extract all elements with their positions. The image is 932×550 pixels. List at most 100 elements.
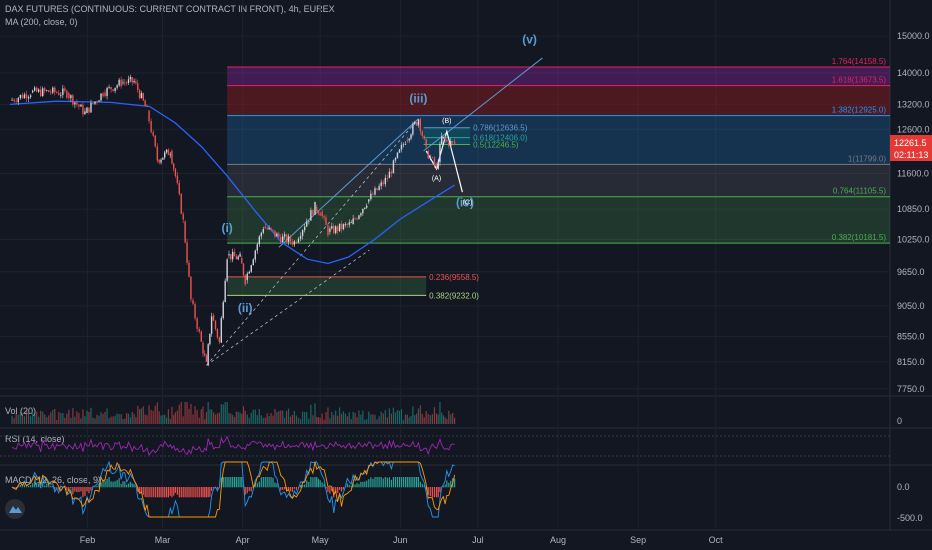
macd-hist-bar xyxy=(19,484,21,488)
x-tick-label: Apr xyxy=(236,535,250,545)
volume-bar xyxy=(27,412,30,424)
macd-hist-bar xyxy=(342,487,345,490)
macd-indicator-label[interactable]: MACD (12, 26, close, 9) xyxy=(5,475,102,485)
candle-body xyxy=(340,223,343,230)
ma-indicator-label[interactable]: MA (200, close, 0) xyxy=(5,17,78,27)
rsi-indicator-label[interactable]: RSI (14, close) xyxy=(5,434,65,444)
macd-hist-bar xyxy=(417,477,420,488)
macd-hist-bar xyxy=(232,477,234,488)
candle-body xyxy=(306,221,308,227)
volume-bar xyxy=(110,416,112,424)
macd-hist-bar xyxy=(282,487,284,490)
volume-bar xyxy=(200,409,202,424)
macd-hist-bar xyxy=(287,487,290,491)
candle-body xyxy=(423,135,425,140)
candle-body xyxy=(414,122,416,124)
macd-hist-bar xyxy=(140,487,143,492)
candle-body xyxy=(23,94,26,99)
candle-body xyxy=(435,165,438,167)
candle-body xyxy=(321,211,323,216)
symbol-title[interactable]: DAX FUTURES (CONTINUOUS: CURRENT CONTRAC… xyxy=(5,4,335,14)
macd-hist-bar xyxy=(392,477,395,488)
candle-body xyxy=(396,152,399,159)
macd-hist-bar xyxy=(180,487,182,498)
macd-hist-bar xyxy=(254,484,256,488)
macd-hist-bar xyxy=(186,487,188,498)
macd-hist-bar xyxy=(337,487,339,494)
candle-body xyxy=(256,244,258,251)
candle-body xyxy=(440,136,443,144)
candle-body xyxy=(360,213,362,216)
macd-hist-bar xyxy=(233,477,236,488)
candle-body xyxy=(218,337,221,343)
volume-bar xyxy=(38,416,40,424)
macd-hist-bar xyxy=(158,487,160,498)
volume-bar xyxy=(297,417,300,424)
volume-bar xyxy=(230,413,232,424)
vol-indicator-label[interactable]: Vol (20) xyxy=(5,406,37,416)
volume-bar xyxy=(54,408,56,424)
macd-hist-bar xyxy=(289,487,292,492)
macd-hist-bar xyxy=(310,477,312,488)
wave-label: (ii) xyxy=(238,301,253,315)
candle-body xyxy=(60,94,62,96)
volume-bar xyxy=(335,410,337,424)
macd-hist-bar xyxy=(386,477,388,488)
volume-bar xyxy=(216,413,219,424)
candle-body xyxy=(356,218,358,220)
volume-bar xyxy=(124,418,126,424)
candle-body xyxy=(331,226,333,229)
macd-hist-bar xyxy=(299,485,302,488)
volume-bar xyxy=(226,402,228,424)
fib-level-label: 0.382(10181.5) xyxy=(832,233,887,242)
volume-bar xyxy=(402,419,405,424)
candle-body xyxy=(19,94,22,99)
macd-hist-bar xyxy=(133,484,135,488)
volume-bar xyxy=(46,417,48,424)
candle-body xyxy=(31,90,34,93)
macd-hist-bar xyxy=(446,480,448,488)
candle-body xyxy=(148,110,150,122)
fib-zone xyxy=(227,196,890,244)
bar-countdown: 02:11:13 xyxy=(894,150,928,160)
macd-hist-bar xyxy=(116,480,118,488)
volume-bar xyxy=(220,404,222,424)
macd-hist-bar xyxy=(205,487,208,498)
candle-body xyxy=(374,188,376,195)
last-price-tag[interactable] xyxy=(890,135,932,161)
volume-bar xyxy=(284,417,286,424)
candle-body xyxy=(48,90,50,93)
candle-body xyxy=(17,98,19,103)
candle-body xyxy=(131,77,133,83)
candle-body xyxy=(220,317,223,343)
candle-body xyxy=(268,227,270,230)
volume-bar xyxy=(295,415,298,424)
volume-bar xyxy=(62,412,64,424)
macd-hist-bar xyxy=(102,479,104,488)
volume-bar xyxy=(321,413,323,424)
macd-hist-bar xyxy=(398,477,401,488)
macd-hist-bar xyxy=(216,487,219,489)
macd-hist-bar xyxy=(188,487,190,498)
volume-bar xyxy=(106,408,108,424)
wave-label: (A) xyxy=(432,175,441,182)
macd-hist-bar xyxy=(211,487,213,491)
volume-bar xyxy=(342,411,345,424)
grid-layer xyxy=(0,0,890,530)
macd-hist-bar xyxy=(34,481,36,488)
macd-hist-bar xyxy=(319,480,321,488)
y-tick-label: 8550.0 xyxy=(897,331,925,341)
candle-body xyxy=(314,201,316,215)
candle-body xyxy=(11,99,13,101)
macd-hist-bar xyxy=(408,477,410,488)
macd-hist-bar xyxy=(52,485,54,488)
volume-bar xyxy=(408,417,410,424)
macd-hist-bar xyxy=(437,487,439,498)
candle-body xyxy=(194,303,196,319)
macd-hist-bar xyxy=(108,477,110,488)
candle-body xyxy=(169,154,171,156)
macd-hist-bar xyxy=(340,487,343,492)
candle-body xyxy=(378,186,380,190)
y-tick-label: 10850.0 xyxy=(897,204,930,214)
